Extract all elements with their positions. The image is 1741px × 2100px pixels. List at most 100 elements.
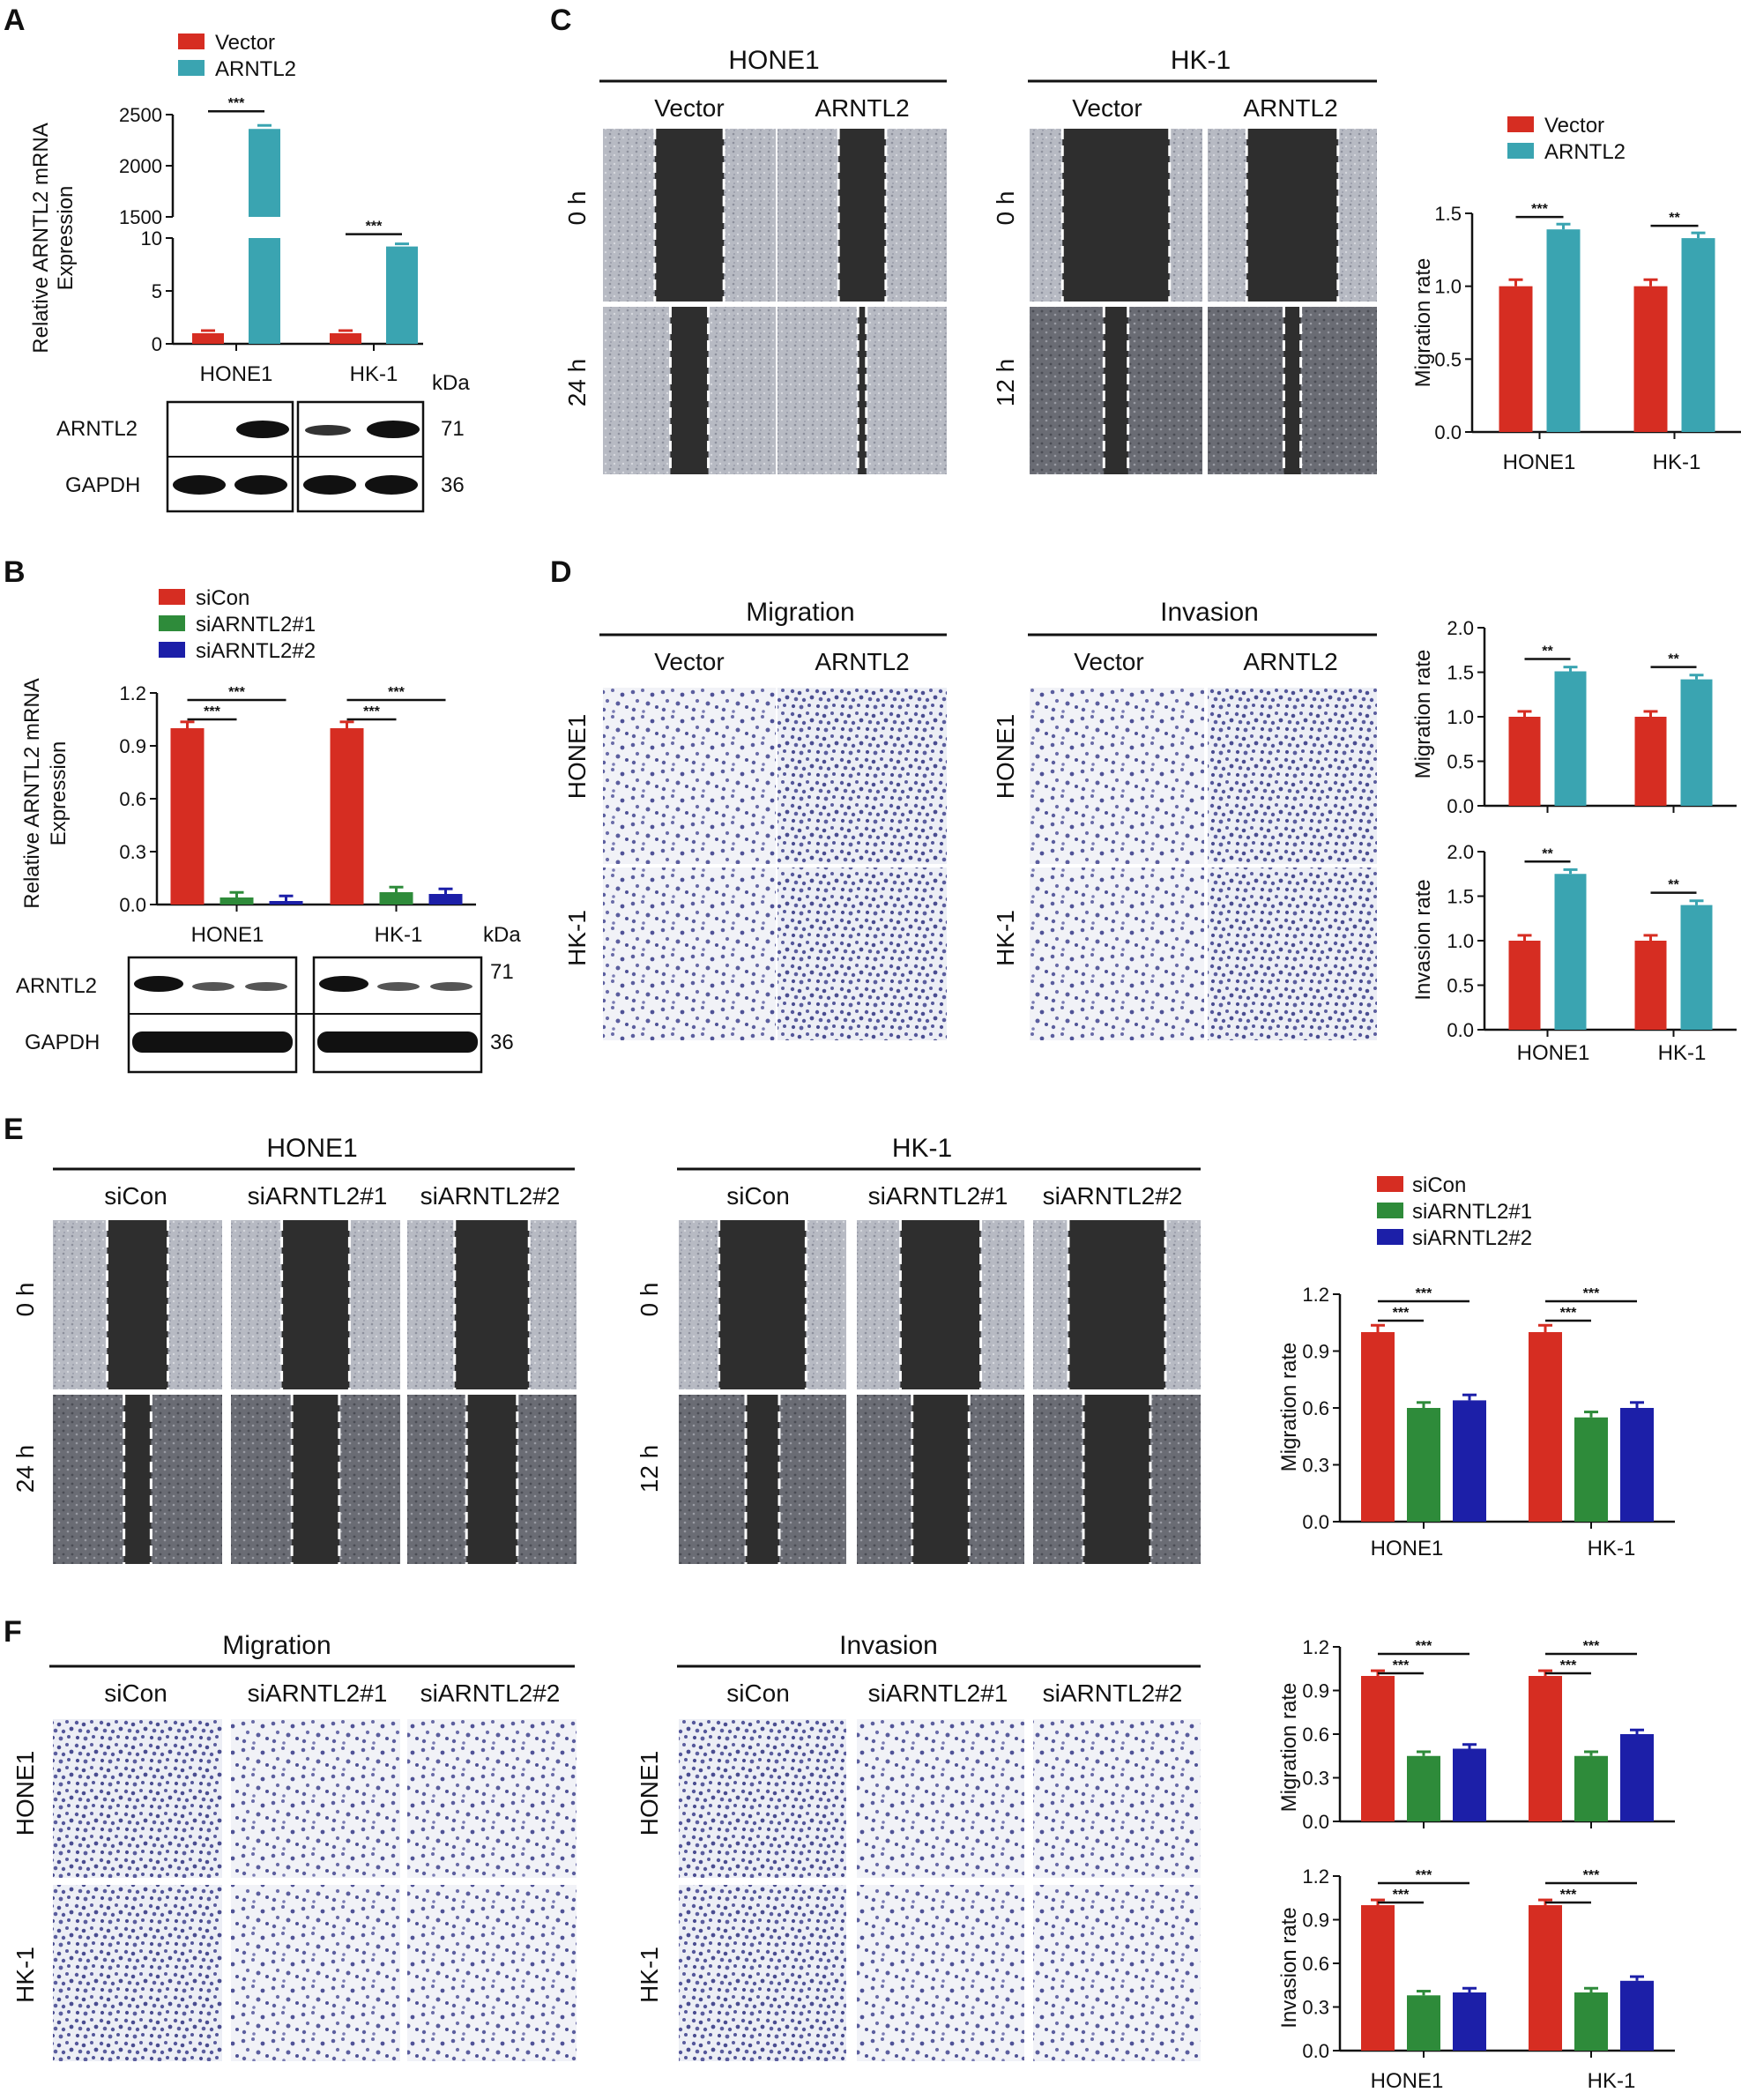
d-mig-y-tick-label-2: 1.0 (1447, 706, 1474, 728)
chart-c: 0.00.51.01.5 ***** (1434, 202, 1741, 443)
d-mig-y-tick-label-4: 2.0 (1447, 617, 1474, 639)
e-img-hone1-1-24h-wound-gap (292, 1395, 339, 1564)
e-bar-0-1 (1407, 1408, 1440, 1522)
b-sig-star-1-2: *** (388, 685, 405, 700)
x-category-d-2: HK-1 (1658, 1041, 1707, 1065)
c-img-hk1-arn-12h-wound-gap (1283, 307, 1301, 474)
row-label-f-1: HONE1 (11, 1751, 39, 1836)
scratch-images-c (603, 129, 1377, 474)
legend-label-e-3: siARNTL2#2 (1412, 1226, 1532, 1250)
y-axis-label-d-bottom: Invasion rate (1411, 879, 1435, 1000)
kda-value-a-2: 36 (441, 473, 465, 497)
b-y-tick-label-4: 1.2 (119, 682, 146, 704)
e-img-hone1-2-24h-wound-gap (466, 1395, 517, 1564)
e-bar-1-0 (1529, 1332, 1562, 1522)
d-img-inv-hk1-arn-cells (1208, 868, 1377, 1040)
c-img-hk1-vec-12h-wound-gap (1104, 307, 1128, 474)
e-img-hone1-0-24h-wound-gap (123, 1395, 152, 1564)
f-inv-bar-1-2 (1620, 1980, 1654, 2051)
legend-swatch-a-1 (178, 34, 205, 49)
f-inv-sig-star-0-2: *** (1416, 1868, 1432, 1883)
row-label-d-4: HK-1 (992, 910, 1019, 966)
x-category-f-2: HK-1 (1588, 2069, 1636, 2093)
wb-row-label-b-2: GAPDH (25, 1031, 100, 1054)
x-category-a-2: HK-1 (350, 362, 398, 386)
f-inv-bar-0-1 (1407, 1995, 1440, 2051)
legend-swatch-e-3 (1377, 1229, 1403, 1245)
f-inv-bar-1-1 (1574, 1992, 1608, 2051)
wb-band-b-6 (430, 982, 472, 991)
chart-b: 0.0 0.3 0.6 0.9 1.2 *** *** *** *** (119, 682, 476, 916)
y-axis-label-c: Migration rate (1411, 258, 1435, 388)
d-mig-sig-star-1-1: ** (1668, 652, 1679, 667)
d-inv-bar-0-0 (1508, 941, 1541, 1030)
col-header-e-4: siCon (726, 1182, 790, 1210)
group-header-f-2: Invasion (839, 1631, 938, 1660)
f-inv-bar-0-2 (1453, 1992, 1486, 2051)
f-img-mig-hone1-1-cells (231, 1719, 400, 1878)
f-inv-bar-1-0 (1529, 1905, 1562, 2051)
wb-band-a-gapdh-1 (173, 475, 226, 495)
row-label-e-2: 24 h (11, 1445, 39, 1493)
d-mig-y-tick-label-1: 0.5 (1447, 751, 1474, 773)
chart-d-migration: 0.0 0.5 1.0 1.5 2.0 ** ** (1447, 617, 1737, 817)
d-inv-bar-0-1 (1554, 874, 1587, 1030)
legend-label-b-3: siARNTL2#2 (196, 639, 316, 663)
group-header-c-2: HK-1 (1171, 46, 1231, 75)
y-axis-label-d-top: Migration rate (1411, 650, 1435, 779)
legend-swatch-a-2 (178, 60, 205, 76)
x-category-e-2: HK-1 (1588, 1537, 1636, 1560)
d-mig-y-tick-label-0: 0.0 (1447, 795, 1474, 817)
f-img-mig-hk1-2-cells (407, 1885, 577, 2061)
e-img-hone1-2-0h-wound-gap (454, 1220, 530, 1389)
legend-label-c-2: ARNTL2 (1544, 140, 1626, 164)
legend-swatch-e-2 (1377, 1203, 1403, 1218)
kda-value-a-1: 71 (441, 417, 465, 441)
e-bar-1-2 (1620, 1408, 1654, 1522)
d-img-inv-hone1-arn-cells (1208, 688, 1377, 864)
c-y-tick-label-2: 1.0 (1434, 276, 1462, 298)
f-mig-sig-star-0-1: *** (1393, 1658, 1410, 1673)
e-sig-star-0-2: *** (1416, 1286, 1432, 1301)
col-header-d-1: Vector (654, 648, 724, 675)
d-inv-y-tick-label-4: 2.0 (1447, 841, 1474, 863)
row-label-e-1: 0 h (11, 1283, 39, 1317)
e-img-hone1-0-0h-wound-gap (107, 1220, 168, 1389)
f-img-inv-hk1-1-cells (857, 1885, 1024, 2061)
f-mig-sig-star-0-2: *** (1416, 1639, 1432, 1654)
a-y-tick-label-lower-1: 5 (152, 280, 162, 302)
e-y-tick-label-3: 0.9 (1302, 1341, 1329, 1363)
f-mig-bar-1-2 (1620, 1734, 1654, 1821)
a-bar-1-0 (330, 333, 361, 344)
d-inv-y-tick-label-3: 1.5 (1447, 886, 1474, 908)
a-y-tick-label-upper-0: 1500 (119, 206, 162, 228)
c-img-hone1-vec-0h-wound-gap (654, 129, 725, 302)
legend-label-b-2: siARNTL2#1 (196, 613, 316, 637)
group-header-d-1: Migration (746, 598, 854, 627)
kda-value-b-2: 36 (490, 1031, 514, 1054)
row-label-c-1: 0 h (563, 191, 591, 226)
legend-label-b-1: siCon (196, 586, 249, 610)
d-img-mig-hk1-vec-cells (603, 868, 776, 1040)
legend-swatch-c-1 (1507, 116, 1534, 132)
f-mig-bar-0-2 (1453, 1748, 1486, 1821)
wb-band-b-3 (245, 982, 287, 991)
c-bar-1-0 (1633, 286, 1668, 432)
col-header-f-5: siARNTL2#1 (868, 1679, 1008, 1707)
c-y-tick-label-3: 1.5 (1434, 203, 1462, 225)
c-img-hone1-vec-24h-wound-gap (670, 307, 709, 474)
e-sig-star-1-2: *** (1583, 1286, 1600, 1301)
b-bar-1-2 (428, 894, 463, 905)
y-axis-label-a-1: Relative ARNTL2 mRNA (29, 123, 53, 353)
c-sig-star-0-1: *** (1531, 202, 1548, 217)
b-sig-star-0-1: *** (204, 704, 220, 719)
f-mig-y-tick-label-1: 0.3 (1302, 1768, 1329, 1790)
col-header-e-2: siARNTL2#1 (248, 1182, 388, 1210)
wb-band-b-1 (134, 976, 183, 992)
f-mig-bar-1-1 (1574, 1755, 1608, 1821)
e-img-hk1-1-0h-wound-gap (900, 1220, 981, 1389)
f-img-inv-hk1-2-cells (1033, 1885, 1201, 2061)
f-img-inv-hone1-0-cells (679, 1719, 846, 1878)
col-header-c-1: Vector (654, 94, 724, 122)
kda-value-b-1: 71 (490, 960, 514, 984)
